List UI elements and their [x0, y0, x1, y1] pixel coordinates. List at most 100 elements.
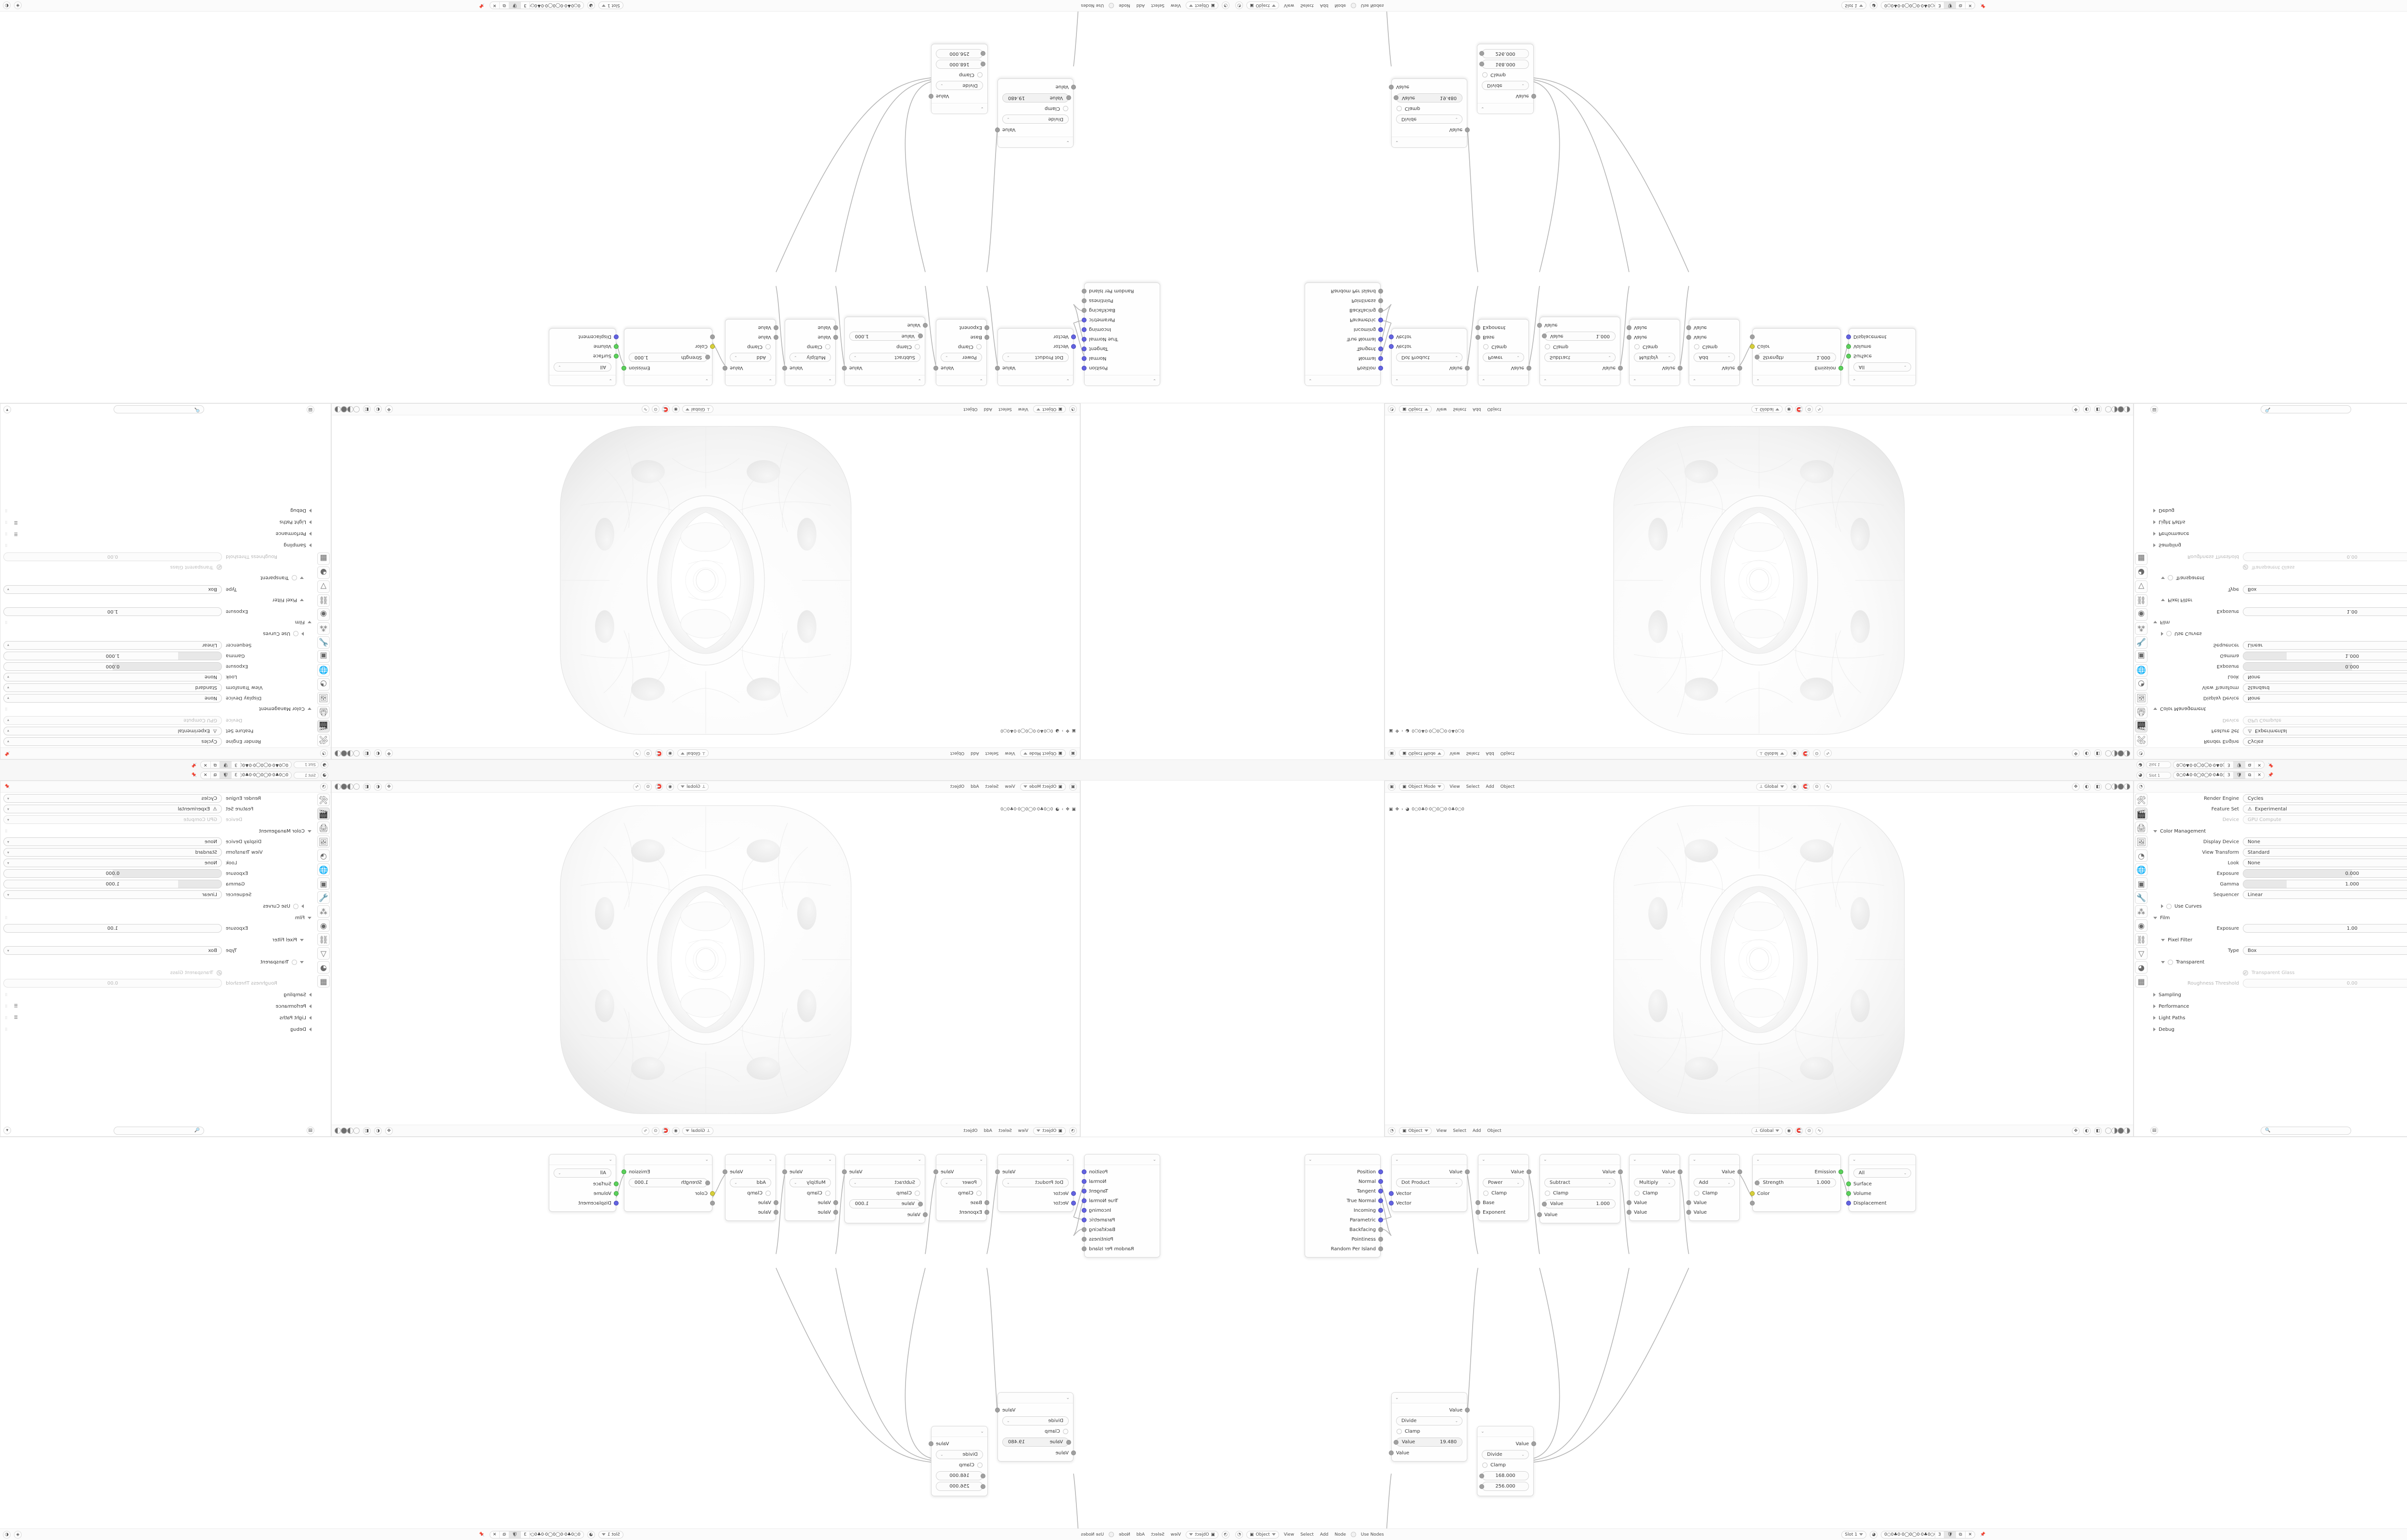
shading-material-preview-icon[interactable]	[2118, 406, 2124, 412]
socket-gray-icon[interactable]	[995, 128, 1000, 132]
socket-gray-icon[interactable]	[1531, 94, 1536, 99]
properties-search-input[interactable]: 🔍	[114, 405, 204, 414]
viewport-canvas[interactable]: ▣ ✥ › ◕ 0○0♣0·0◯0◯0·0♣0○0	[1385, 793, 2133, 1136]
properties-tab-render[interactable]: 🎬	[2135, 808, 2148, 820]
snap-icon[interactable]: 🧲	[1795, 1127, 1803, 1135]
node-operation-dropdown[interactable]: Add ⌄	[730, 353, 771, 362]
node-input-socket-row[interactable]: Color	[1750, 1189, 1840, 1198]
node-output-socket-row[interactable]: Value	[1477, 1439, 1536, 1449]
pixel-filter-type-dropdown[interactable]: Box ▾	[2243, 585, 2407, 594]
viewport-menu-object[interactable]: Object	[950, 784, 965, 789]
sequencer-dropdown[interactable]: Linear ▾	[2243, 641, 2407, 650]
chevron-down-icon[interactable]: ⌄	[1543, 378, 1547, 383]
node-input-socket-row[interactable]: Value	[785, 323, 838, 333]
shading-mode-group[interactable]	[2105, 783, 2131, 790]
socket-gray-icon[interactable]	[1394, 95, 1398, 100]
node-output-socket-row[interactable]: Value	[1478, 363, 1531, 373]
falloff-icon[interactable]: ∿	[641, 405, 649, 413]
render-engine-dropdown[interactable]: Cycles ▾	[3, 794, 222, 803]
clamp-checkbox[interactable]	[976, 1191, 982, 1196]
socket-gray-icon[interactable]	[1686, 1210, 1691, 1215]
node-clamp-checkbox-row[interactable]: Clamp	[1689, 1189, 1739, 1198]
node-output-socket-row[interactable]: Value	[1540, 363, 1623, 373]
socket-gray-icon[interactable]	[1378, 308, 1383, 313]
pin-icon[interactable]: 📌	[1980, 1532, 1986, 1537]
chevron-down-icon[interactable]: ⌄	[979, 378, 983, 383]
clamp-checkbox[interactable]	[977, 72, 983, 77]
properties-tab-physics[interactable]: ◉	[2135, 608, 2148, 621]
shading-mode-group[interactable]	[334, 783, 360, 790]
node-operation-dropdown[interactable]: Subtract ⌄	[1544, 353, 1616, 362]
shader-editor-icon[interactable]: ◔	[1235, 1, 1243, 10]
shader-menu-node[interactable]: Node	[1334, 3, 1346, 8]
material-slot-pill[interactable]: Slot 1	[294, 761, 319, 768]
node-header-power[interactable]: ⌄	[936, 1155, 986, 1165]
node-input-socket-row[interactable]: Exponent	[1475, 323, 1528, 333]
node-operation-dropdown[interactable]: Subtract ⌄	[849, 1178, 920, 1187]
node-header-power[interactable]: ⌄	[1478, 375, 1528, 385]
prop-row-pixel-filter-type[interactable]: Type Box ▾	[2150, 946, 2407, 955]
prop-row-display-device[interactable]: Display Device None ▾	[3, 837, 314, 847]
snap-icon[interactable]: 🧲	[661, 1127, 670, 1135]
shading-material-preview-icon[interactable]	[341, 1128, 347, 1134]
clamp-checkbox[interactable]	[765, 344, 771, 349]
node-output-socket-row[interactable]: Emission	[621, 363, 712, 373]
node-value-field[interactable]: 168.000	[1479, 60, 1529, 69]
close-icon[interactable]: ✕	[1968, 3, 1972, 8]
viewport-menu-add[interactable]: Add	[971, 751, 979, 756]
node-input-socket-row[interactable]: Volume	[1846, 1189, 1915, 1198]
socket-blue-icon[interactable]	[1082, 337, 1087, 342]
node-output-socket-row[interactable]: Normal	[1082, 354, 1160, 363]
socket-gray-icon[interactable]	[1627, 335, 1631, 340]
node-input-socket-row[interactable]: Value	[1537, 1210, 1620, 1219]
viewport-footer-menu-select[interactable]: Select	[1453, 407, 1466, 412]
socket-gray-icon[interactable]	[1618, 366, 1623, 371]
node-input-socket-row[interactable]: Vector	[1389, 342, 1467, 351]
chevron-down-icon[interactable]: ⌄	[1066, 378, 1070, 383]
node-input-socket-row[interactable]: Value	[998, 82, 1076, 92]
properties-tab-output[interactable]: 🖨	[317, 706, 330, 719]
socket-gray-icon[interactable]	[981, 1474, 985, 1478]
pixel-filter-type-dropdown[interactable]: Box ▾	[3, 585, 222, 594]
shading-rendered-icon[interactable]	[335, 406, 341, 412]
falloff-icon[interactable]: ∿	[641, 1127, 649, 1135]
clamp-checkbox[interactable]	[1063, 106, 1068, 111]
clamp-checkbox[interactable]	[915, 1191, 920, 1196]
gizmo-icon[interactable]: ✥	[2072, 405, 2080, 413]
socket-gray-icon[interactable]	[842, 366, 847, 371]
shield-icon[interactable]: 🛡	[2233, 772, 2246, 779]
socket-gray-icon[interactable]	[1537, 1212, 1542, 1217]
node-input-socket-row[interactable]: Value	[725, 323, 778, 333]
prop-row-render-engine[interactable]: Render Engine Cycles ▾	[3, 737, 314, 746]
node-output-socket-row[interactable]: Random Per Island	[1305, 286, 1383, 296]
node-header-divide-b[interactable]: ⌄	[932, 1426, 987, 1437]
socket-gray-icon[interactable]	[723, 366, 727, 371]
socket-blue-icon[interactable]	[1378, 1189, 1383, 1194]
close-icon[interactable]: ✕	[204, 773, 207, 778]
chevron-down-icon[interactable]: ⌄	[1756, 378, 1760, 383]
socket-gray-icon[interactable]	[929, 94, 933, 99]
node-output-socket-row[interactable]: Parametric	[1305, 315, 1383, 325]
shading-solid-icon[interactable]	[2111, 406, 2118, 412]
shading-rendered-icon[interactable]	[2124, 406, 2130, 412]
node-input-socket-row[interactable]: Vector	[1389, 332, 1467, 342]
editor-type-icon[interactable]: ◔	[1388, 1127, 1396, 1135]
socket-blue-icon[interactable]	[1082, 1218, 1087, 1222]
node-input-socket-row[interactable]: Base	[936, 1198, 989, 1207]
socket-blue-icon[interactable]	[1378, 1218, 1383, 1222]
material-name-field[interactable]: 0○0♣0·0◯0◯0·0♣0○0 3 🛡 ⧉ ✕	[200, 771, 292, 779]
chevron-down-icon[interactable]: ⌄	[828, 378, 832, 383]
node-operation-dropdown[interactable]: Divide ⌄	[936, 81, 983, 90]
chevron-down-icon[interactable]: ⌄	[608, 378, 612, 383]
node-output-socket-row[interactable]: Value	[723, 1167, 776, 1177]
socket-blue-icon[interactable]	[1071, 1201, 1076, 1206]
panel-header-sampling[interactable]: Sampling ⠿	[3, 540, 314, 550]
prop-row-look[interactable]: Look None ▾	[2150, 858, 2407, 868]
prop-row-exposure-cm[interactable]: Exposure 0.000	[3, 662, 314, 671]
node-input-socket-row[interactable]: Surface	[1846, 351, 1915, 361]
properties-tab-modifiers[interactable]: 🔧	[317, 636, 330, 649]
node-clamp-checkbox-row[interactable]: Clamp	[1477, 1461, 1533, 1470]
node-canvas[interactable]: ⌄ Position Normal Tangent True Normal Incomin…	[0, 1137, 1232, 1528]
socket-gray-icon[interactable]	[1537, 323, 1542, 328]
node-operation-dropdown[interactable]: Divide ⌄	[1482, 81, 1529, 90]
